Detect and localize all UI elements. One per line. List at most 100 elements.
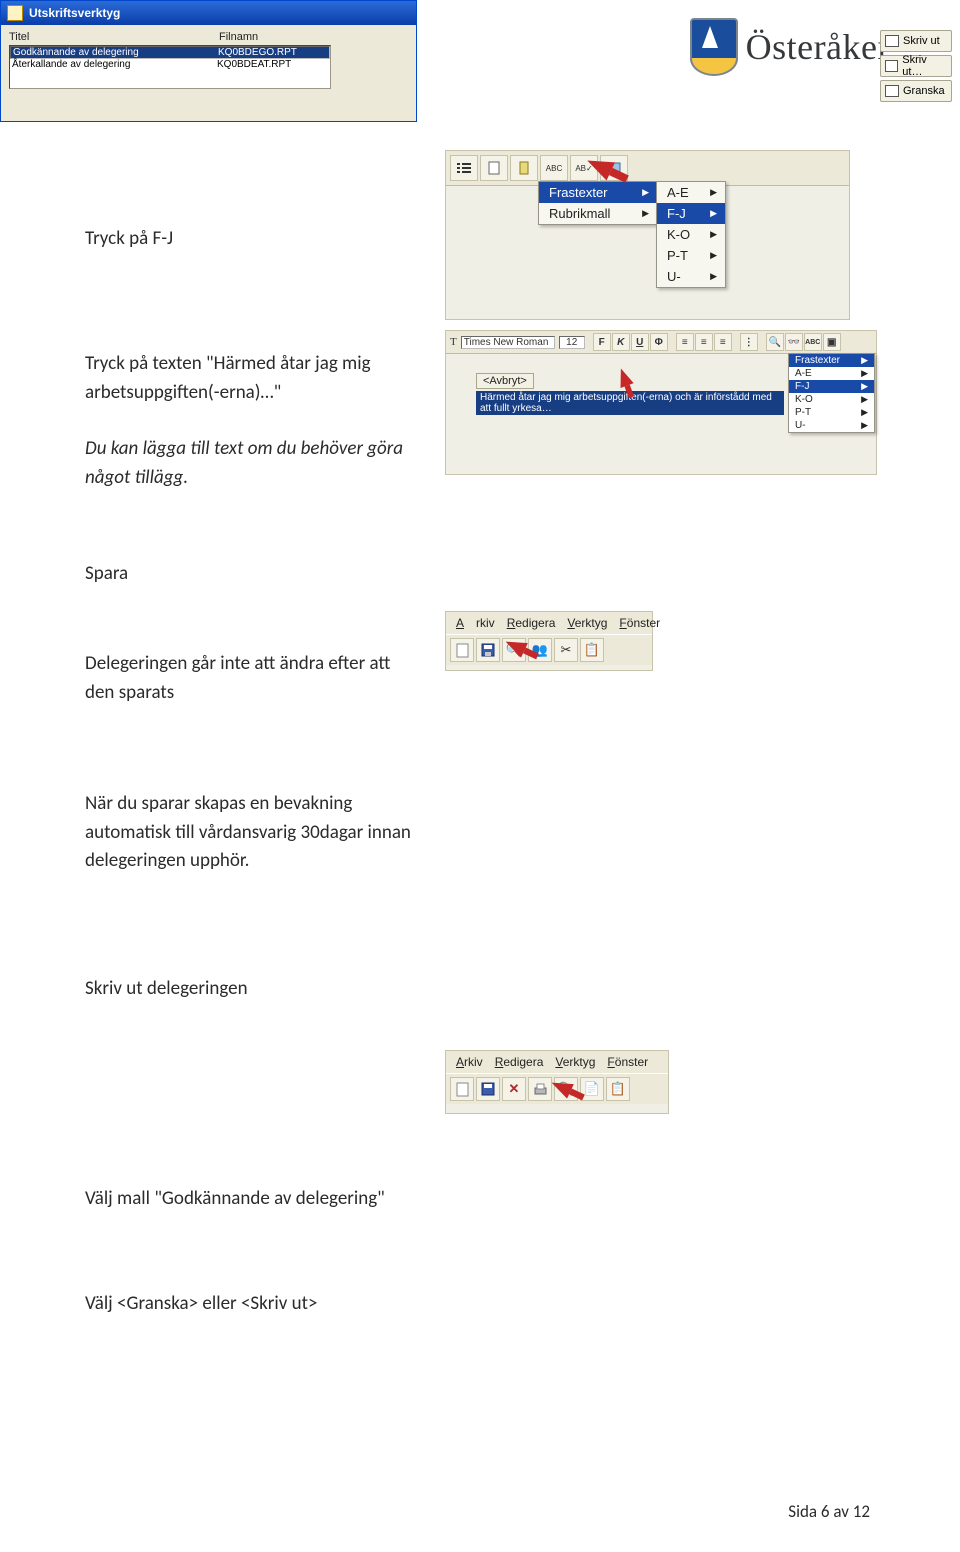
menu-verktyg[interactable]: Verktyg — [561, 614, 613, 632]
page-footer: Sida 6 av 12 — [788, 1501, 870, 1522]
save-icon[interactable] — [476, 638, 500, 662]
section2-heading: Tryck på texten "Härmed åtar jag mig arb… — [85, 350, 405, 407]
section2-subnote: Du kan lägga till text om du behöver gör… — [85, 435, 405, 492]
figure-text-editor: T Times New Roman 12 F K U Φ ≡ ≡ ≡ ⋮ 🔍 👓… — [445, 330, 877, 475]
window-title: Utskriftsverktyg — [29, 6, 120, 20]
menu-redigera[interactable]: Redigera — [501, 614, 562, 632]
bullet-list-icon[interactable]: ⋮ — [740, 333, 758, 351]
fig2-toolbar: T Times New Roman 12 F K U Φ ≡ ≡ ≡ ⋮ 🔍 👓… — [446, 331, 876, 354]
section3-heading: Spara — [85, 560, 128, 589]
copy-icon[interactable]: 📋 — [580, 638, 604, 662]
menu-item-label: A-E — [667, 185, 689, 200]
section5-heading: Skriv ut delegeringen — [85, 975, 248, 1004]
image-icon[interactable]: ▣ — [823, 333, 841, 351]
menu-item-frastexter[interactable]: Frastexter▶ — [539, 182, 657, 203]
avbryt-button[interactable]: <Avbryt> — [476, 373, 534, 389]
fig1-menu-level2: A-E▶ F-J▶ K-O▶ P-T▶ U-▶ — [656, 181, 726, 288]
abc-icon[interactable]: ABC — [804, 333, 822, 351]
symbol-icon[interactable]: Φ — [650, 333, 668, 351]
menu-fonster[interactable]: Fönster — [601, 1053, 654, 1071]
menu-fonster[interactable]: Fönster — [613, 614, 666, 632]
section6-heading: Välj mall "Godkännande av delegering" — [85, 1185, 405, 1214]
section4-text: När du sparar skapas en bevakning automa… — [85, 790, 415, 876]
side-u[interactable]: U-▶ — [789, 419, 874, 432]
side-frastexter[interactable]: Frastexter▶ — [789, 354, 874, 367]
menu-item-label: F-J — [667, 206, 686, 221]
window-titlebar: Utskriftsverktyg — [1, 1, 416, 25]
menu-item-label: P-T — [795, 407, 811, 418]
menu-redigera[interactable]: Redigera — [489, 1053, 550, 1071]
menu-item-ko[interactable]: K-O▶ — [657, 224, 725, 245]
preview-icon — [885, 85, 899, 97]
button-label: Skriv ut… — [902, 54, 947, 78]
list-header: Titel Filnamn — [1, 25, 416, 45]
figure-save-toolbar: Arkiv Redigera Verktyg Fönster 🔍 👥 ✂ 📋 — [445, 611, 653, 671]
skriv-ut-dialog-button[interactable]: Skriv ut… — [880, 55, 952, 77]
close-icon[interactable]: ✕ — [502, 1077, 526, 1101]
side-ko[interactable]: K-O▶ — [789, 393, 874, 406]
menu-item-label: Frastexter — [549, 185, 608, 200]
template-listbox[interactable]: Godkännande av delegering KQ0BDEGO.RPT Å… — [9, 45, 331, 89]
menu-item-rubrikmall[interactable]: Rubrikmall▶ — [539, 203, 657, 224]
cut-icon[interactable]: ✂ — [554, 638, 578, 662]
fig2-side-menu: Frastexter▶ A-E▶ F-J▶ K-O▶ P-T▶ U-▶ — [788, 353, 875, 433]
col-titel: Titel — [9, 31, 219, 43]
italic-icon[interactable]: K — [612, 333, 630, 351]
list-icon[interactable] — [450, 155, 478, 181]
section6-subheading: Välj <Granska> eller <Skriv ut> — [85, 1290, 405, 1319]
list-row-selected[interactable]: Godkännande av delegering KQ0BDEGO.RPT — [10, 46, 330, 59]
menu-item-ae[interactable]: A-E▶ — [657, 182, 725, 203]
menu-item-label: U- — [667, 269, 681, 284]
section1-heading: Tryck på F-J — [85, 225, 173, 254]
figure-print-toolbar: Arkiv Redigera Verktyg Fönster ✕ 🔍 📄 📋 — [445, 1050, 669, 1114]
printer-icon — [885, 60, 898, 72]
figure-utskriftsverktyg-window: Utskriftsverktyg Titel Filnamn Godkännan… — [0, 0, 417, 122]
menu-item-pt[interactable]: P-T▶ — [657, 245, 725, 266]
skriv-ut-button[interactable]: Skriv ut — [880, 30, 952, 52]
menu-arkiv[interactable]: Arkiv — [450, 1053, 489, 1071]
save-icon[interactable] — [476, 1077, 500, 1101]
menu-item-label: U- — [795, 420, 806, 431]
menu-item-label: F-J — [795, 381, 809, 392]
find-icon[interactable]: 🔍 — [766, 333, 784, 351]
granska-button[interactable]: Granska — [880, 80, 952, 102]
bold-icon[interactable]: F — [593, 333, 611, 351]
menu-item-u[interactable]: U-▶ — [657, 266, 725, 287]
menu-arkiv[interactable]: Arkiv — [450, 614, 501, 632]
printer-icon — [885, 35, 899, 47]
paste-icon[interactable]: 📋 — [606, 1077, 630, 1101]
underline-icon[interactable]: U — [631, 333, 649, 351]
abc-icon[interactable]: ABC — [540, 155, 568, 181]
row-titel: Godkännande av delegering — [13, 47, 218, 58]
col-filnamn: Filnamn — [219, 31, 319, 43]
font-size-select[interactable]: 12 — [559, 336, 585, 349]
align-center-icon[interactable]: ≡ — [695, 333, 713, 351]
document-page: Österåker Tryck på F-J ABC AB✓ Frastexte… — [0, 0, 960, 1552]
menu-verktyg[interactable]: Verktyg — [549, 1053, 601, 1071]
side-ae[interactable]: A-E▶ — [789, 367, 874, 380]
doc-icon[interactable] — [480, 155, 508, 181]
binoculars-icon[interactable]: 👓 — [785, 333, 803, 351]
align-right-icon[interactable]: ≡ — [714, 333, 732, 351]
brand-name: Österåker — [746, 26, 890, 68]
fig4-menubar: Arkiv Redigera Verktyg Fönster — [446, 1051, 668, 1074]
new-icon[interactable] — [450, 638, 474, 662]
menu-item-label: Rubrikmall — [549, 206, 610, 221]
menu-item-label: P-T — [667, 248, 688, 263]
font-family-select[interactable]: Times New Roman — [461, 336, 555, 349]
side-pt[interactable]: P-T▶ — [789, 406, 874, 419]
brand-shield-icon — [690, 18, 738, 76]
fig3-menubar: Arkiv Redigera Verktyg Fönster — [446, 612, 652, 635]
align-icons: ≡ ≡ ≡ — [676, 333, 732, 351]
align-left-icon[interactable]: ≡ — [676, 333, 694, 351]
side-fj[interactable]: F-J▶ — [789, 380, 874, 393]
list-row[interactable]: Återkallande av delegering KQ0BDEAT.RPT — [10, 59, 330, 70]
copy-icon[interactable]: 📄 — [580, 1077, 604, 1101]
doc2-icon[interactable] — [510, 155, 538, 181]
menu-item-fj[interactable]: F-J▶ — [657, 203, 725, 224]
format-icons: F K U Φ — [593, 333, 668, 351]
button-label: Skriv ut — [903, 35, 940, 47]
new-icon[interactable] — [450, 1077, 474, 1101]
row-fil: KQ0BDEGO.RPT — [218, 47, 297, 58]
fig1-menu-level1: Frastexter▶ Rubrikmall▶ — [538, 181, 658, 225]
